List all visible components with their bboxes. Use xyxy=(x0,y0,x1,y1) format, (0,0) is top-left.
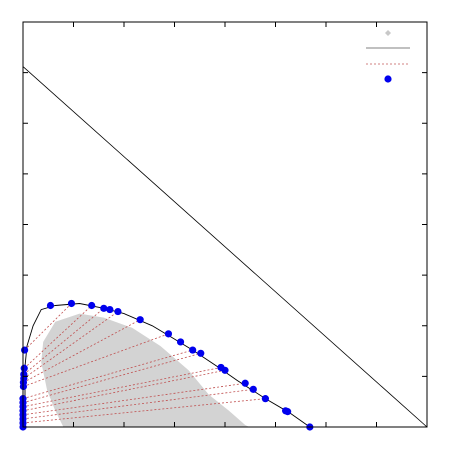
tie-line-11 xyxy=(23,305,92,369)
data-point-27 xyxy=(241,379,249,387)
tie-line-12 xyxy=(24,303,72,351)
data-point-16 xyxy=(88,301,96,310)
data-point-14 xyxy=(46,301,55,310)
tie-line-0 xyxy=(22,398,266,424)
data-point-22 xyxy=(176,338,185,346)
tie-line-6 xyxy=(22,349,193,400)
data-point-26 xyxy=(221,366,229,374)
tie-line-2 xyxy=(22,382,246,416)
data-point-24 xyxy=(197,349,205,357)
data-point-13 xyxy=(21,346,29,354)
legend xyxy=(366,30,410,83)
tie-line-9 xyxy=(23,311,119,379)
data-point-15 xyxy=(67,299,76,308)
tie-line-4 xyxy=(22,367,222,408)
tie-line-1 xyxy=(22,388,254,420)
legend-circle-marker xyxy=(384,75,392,83)
diagonal-line xyxy=(22,66,428,428)
data-point-29 xyxy=(261,395,269,403)
data-point-21 xyxy=(164,330,173,338)
tie-line-10 xyxy=(23,308,105,375)
shaded-region xyxy=(41,313,250,427)
data-point-23 xyxy=(189,346,197,354)
data-point-12 xyxy=(20,364,28,372)
data-point-28 xyxy=(249,385,257,393)
data-point-20 xyxy=(136,316,144,324)
plot-area xyxy=(19,21,428,431)
tie-line-5 xyxy=(22,352,201,404)
data-point-17 xyxy=(100,304,108,312)
data-point-31 xyxy=(284,408,292,416)
data-point-18 xyxy=(106,305,114,314)
legend-diamond-marker xyxy=(385,30,391,36)
data-point-19 xyxy=(114,307,122,316)
tie-line-7 xyxy=(23,333,169,387)
